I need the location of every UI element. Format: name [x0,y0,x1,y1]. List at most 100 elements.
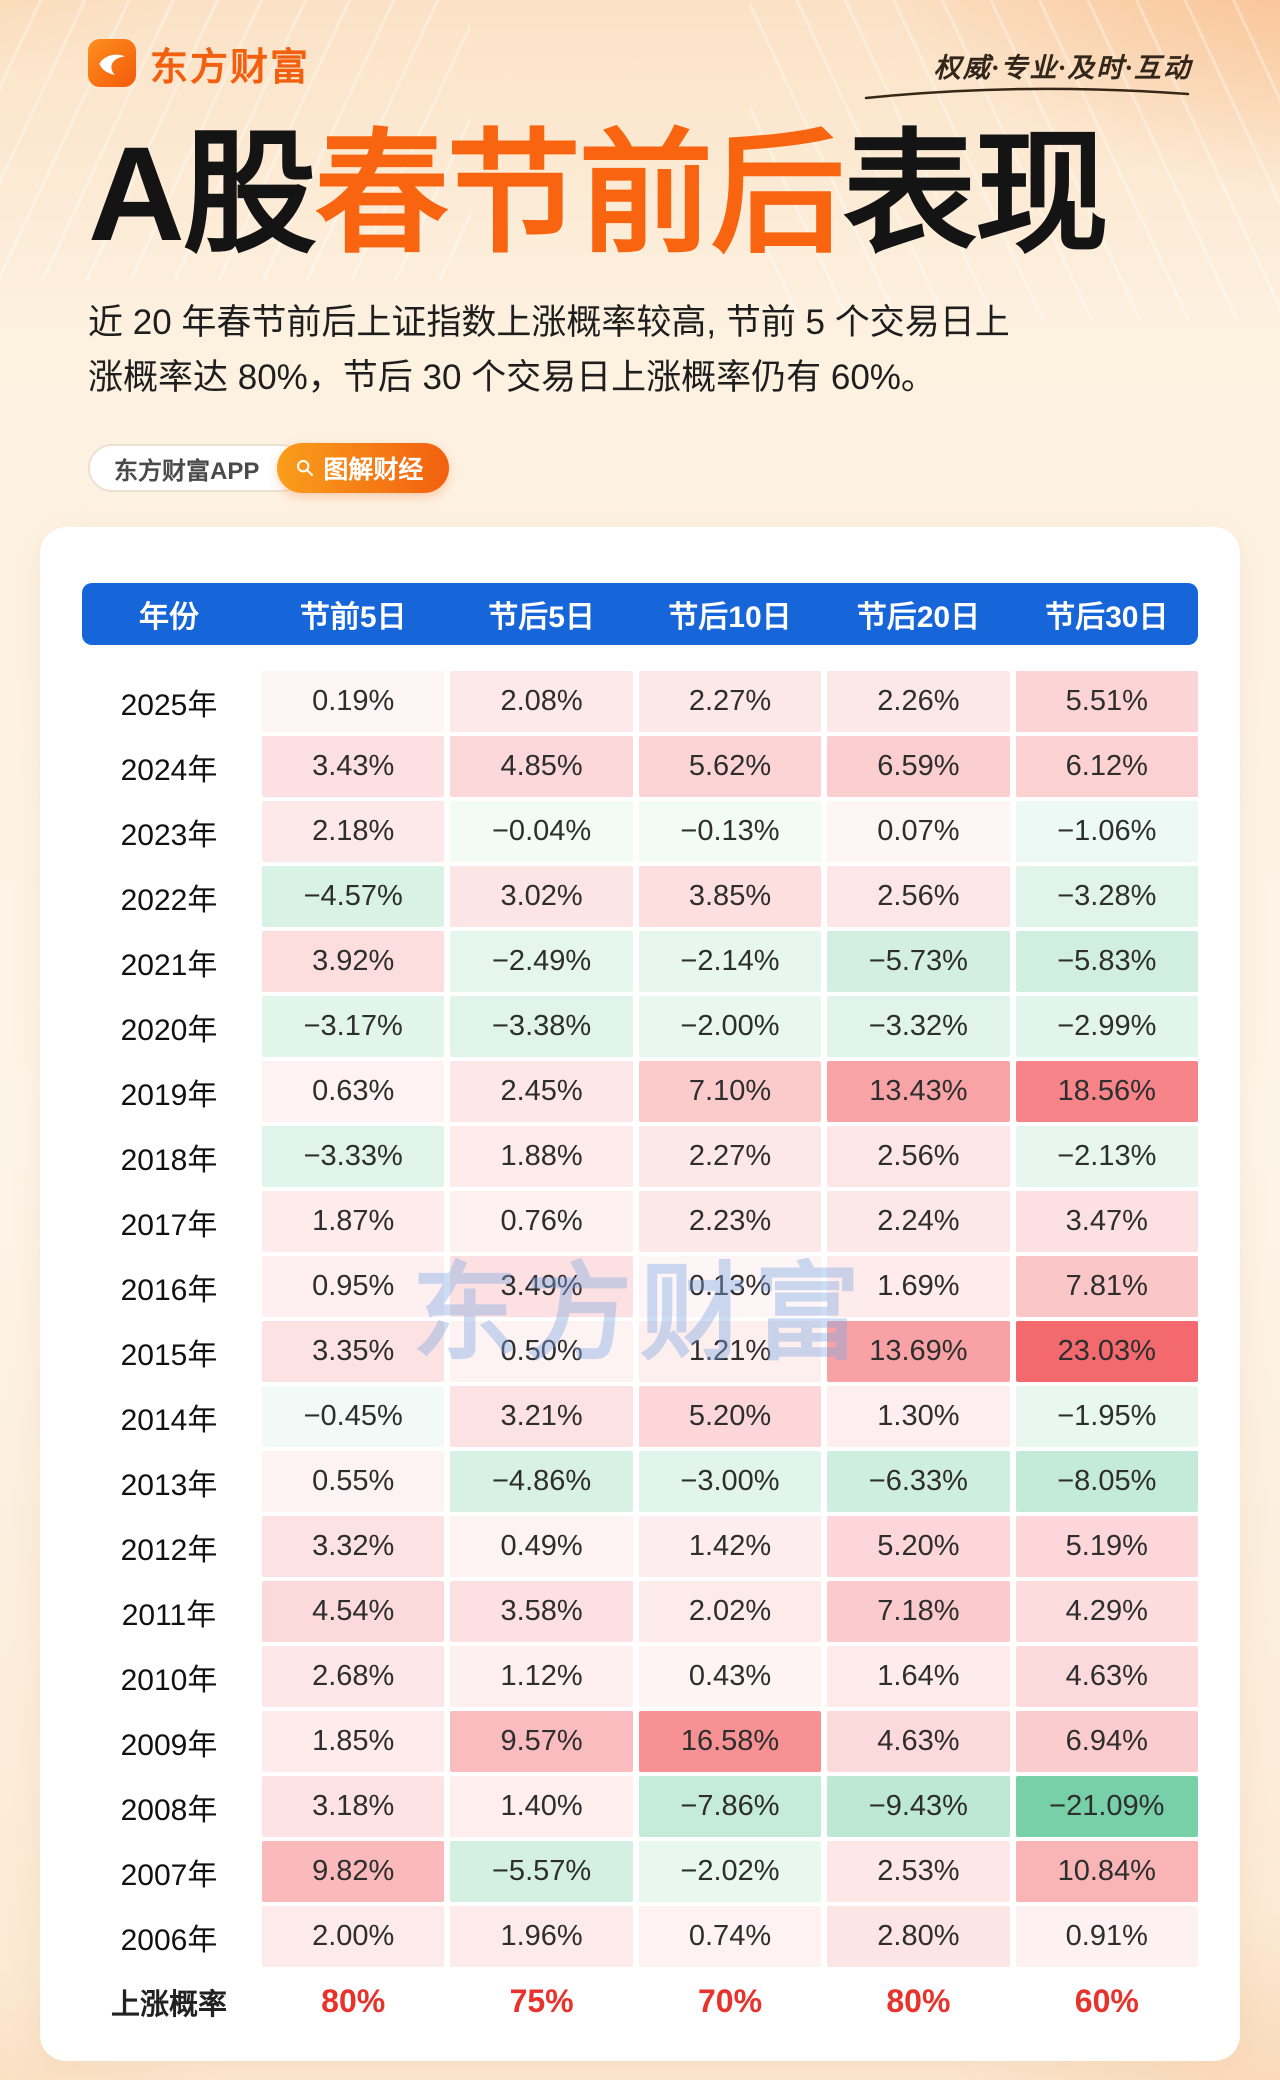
year-cell: 2022年 [120,883,218,917]
value-cell: 2.02% [638,1581,822,1643]
value-cell: 2.68% [262,1646,445,1708]
value-cell: 1.42% [638,1516,822,1578]
year-cell: 2007年 [120,1858,218,1892]
value-cell: 23.03% [1015,1321,1198,1383]
value-cell: −2.02% [638,1841,822,1903]
year-cell: 2020年 [120,1013,218,1047]
value-cell: −7.86% [638,1776,822,1838]
value-cell: −3.38% [450,996,633,1058]
value-cell: 3.49% [450,1256,633,1318]
year-cell: 2011年 [121,1598,217,1632]
year-cell: 2013年 [120,1468,218,1502]
value-cell: 7.10% [638,1061,822,1123]
table-body: 2025年 0.19% 2.08% 2.27% 2.26% 5.51% 2024年 3.43%… [82,671,1198,1968]
value-cell: 4.63% [827,1711,1010,1773]
value-cell: −2.13% [1015,1126,1198,1188]
slogan-text: 权威·专业·及时·互动 [933,53,1192,83]
value-cell: 6.12% [1015,736,1198,798]
table-row: 2018年 −3.33% 1.88% 2.27% 2.56% −2.13% [82,1126,1198,1188]
probability-value: 60% [1074,1983,1139,2020]
value-cell: 3.43% [262,736,445,798]
year-cell: 2025年 [120,688,218,722]
value-cell: 6.59% [827,736,1010,798]
value-cell: −2.00% [638,996,822,1058]
value-cell: 4.29% [1015,1581,1198,1643]
value-cell: 9.57% [450,1711,633,1773]
value-cell: 3.92% [262,931,445,993]
year-cell: 2019年 [120,1078,218,1112]
value-cell: −3.32% [827,996,1010,1058]
eastmoney-bird-icon [88,39,136,87]
column-header-pre5: 节前5日 [299,601,407,635]
app-badge[interactable]: 东方财富APP [88,444,306,493]
value-cell: −9.43% [827,1776,1010,1838]
value-cell: 4.85% [450,736,633,798]
title-prefix: A股 [88,120,317,269]
value-cell: 6.94% [1015,1711,1198,1773]
year-cell: 2018年 [120,1143,218,1177]
value-cell: 7.81% [1015,1256,1198,1318]
column-header-post10: 节后10日 [668,601,792,635]
value-cell: 1.64% [827,1646,1010,1708]
value-cell: −21.09% [1015,1776,1198,1838]
value-cell: 10.84% [1015,1841,1198,1903]
year-cell: 2010年 [120,1663,218,1697]
value-cell: 2.27% [638,671,822,733]
table-row: 2011年 4.54% 3.58% 2.02% 7.18% 4.29% [82,1581,1198,1643]
title-highlight: 春节前后 [314,120,845,269]
table-row: 2017年 1.87% 0.76% 2.23% 2.24% 3.47% [82,1191,1198,1253]
value-cell: −2.49% [450,931,633,993]
table-row: 2015年 3.35% 0.50% 1.21% 13.69% 23.03% [82,1321,1198,1383]
value-cell: 0.55% [262,1451,445,1513]
value-cell: 2.18% [262,801,445,863]
value-cell: 0.76% [450,1191,633,1253]
slogan-underline-swoosh [864,87,1190,100]
year-cell: 2023年 [120,818,218,852]
value-cell: −6.33% [827,1451,1010,1513]
value-cell: 2.45% [450,1061,633,1123]
badges: 东方财富APP 图解财经 [88,443,1192,494]
page-title: A股春节前后表现 [88,118,1192,272]
value-cell: 2.08% [450,671,633,733]
value-cell: 0.50% [450,1321,633,1383]
value-cell: 1.87% [262,1191,445,1253]
year-cell: 2014年 [120,1403,218,1437]
value-cell: 1.40% [450,1776,633,1838]
value-cell: 0.43% [638,1646,822,1708]
value-cell: 3.32% [262,1516,445,1578]
logo-text: 东方财富 [150,46,311,89]
column-header-year: 年份 [139,601,199,635]
value-cell: 5.62% [638,736,822,798]
value-cell: −4.57% [262,866,445,928]
value-cell: 3.21% [450,1386,633,1448]
value-cell: 1.12% [450,1646,633,1708]
value-cell: 2.26% [827,671,1010,733]
tag-label: 图解财经 [323,456,424,485]
value-cell: −0.13% [638,801,822,863]
column-header-post5: 节后5日 [488,601,595,635]
value-cell: 0.07% [827,801,1010,863]
tujie-caijing-badge[interactable]: 图解财经 [277,443,450,494]
value-cell: 3.85% [638,866,822,928]
value-cell: 0.63% [262,1061,445,1123]
value-cell: −5.57% [450,1841,633,1903]
value-cell: 3.58% [450,1581,633,1643]
value-cell: 7.18% [827,1581,1010,1643]
table-row: 2022年 −4.57% 3.02% 3.85% 2.56% −3.28% [82,866,1198,928]
value-cell: 1.88% [450,1126,633,1188]
magnifier-icon [297,460,314,477]
table-row: 2021年 3.92% −2.49% −2.14% −5.73% −5.83% [82,931,1198,993]
value-cell: 0.13% [638,1256,822,1318]
value-cell: −1.95% [1015,1386,1198,1448]
column-header-post30: 节后30日 [1045,601,1169,635]
value-cell: 5.51% [1015,671,1198,733]
value-cell: 5.20% [827,1516,1010,1578]
value-cell: 18.56% [1015,1061,1198,1123]
value-cell: 1.69% [827,1256,1010,1318]
probability-label: 上涨概率 [110,1988,227,2021]
header: 东方财富 权威·专业·及时·互动 A股春节前后表现 近 20 年春节前后上证指数… [0,0,1280,494]
title-suffix: 表现 [842,120,1109,269]
year-cell: 2009年 [120,1728,218,1762]
table-card: 年份 节前5日 节后5日 节后10日 节后20日 节后30日 2025年 0.19… [40,527,1240,2062]
